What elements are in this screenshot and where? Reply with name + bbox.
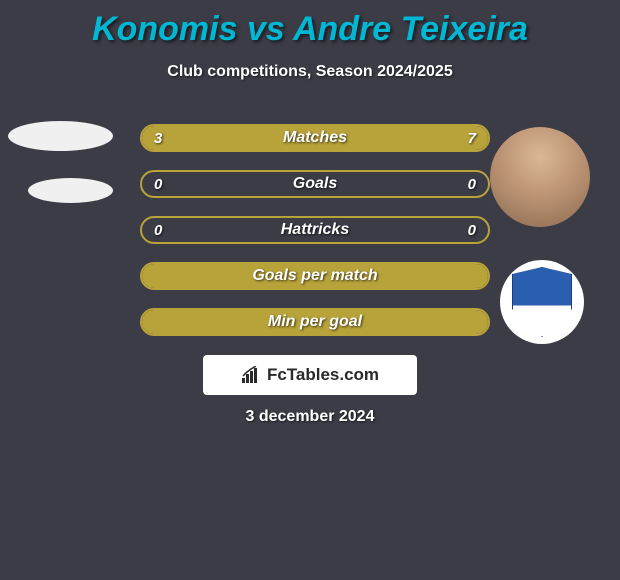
stat-bar-row: Min per goal: [140, 308, 490, 336]
crest-shield-icon: [512, 267, 572, 337]
bar-label: Goals: [142, 175, 488, 193]
comparison-title: Konomis vs Andre Teixeira: [0, 0, 620, 49]
chart-icon: [241, 366, 261, 384]
stat-bar-row: 00Hattricks: [140, 216, 490, 244]
brand-text: FcTables.com: [267, 365, 379, 385]
stat-bar-row: 00Goals: [140, 170, 490, 198]
player2-avatar: [490, 127, 590, 227]
bar-label: Min per goal: [142, 313, 488, 331]
stats-bars: 37Matches 00Goals 00Hattricks Goals per mat…: [140, 124, 490, 354]
player1-club-placeholder: [28, 178, 113, 203]
stat-bar-row: Goals per match: [140, 262, 490, 290]
stat-bar-row: 37Matches: [140, 124, 490, 152]
brand-box: FcTables.com: [203, 355, 417, 395]
player1-name: Konomis: [92, 10, 237, 48]
player1-avatar-placeholder: [8, 121, 113, 151]
player2-club-crest: [500, 260, 584, 344]
subtitle: Club competitions, Season 2024/2025: [0, 63, 620, 81]
vs-text: vs: [247, 10, 285, 48]
date-text: 3 december 2024: [0, 408, 620, 426]
player2-name: Andre Teixeira: [293, 10, 528, 48]
bar-label: Goals per match: [142, 267, 488, 285]
bar-label: Matches: [142, 129, 488, 147]
bar-label: Hattricks: [142, 221, 488, 239]
